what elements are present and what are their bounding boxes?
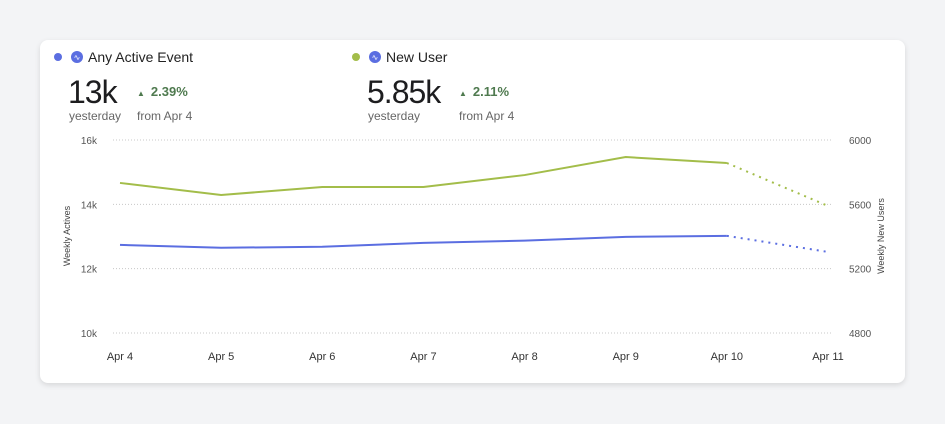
metric-change-from: from Apr 4 (137, 109, 193, 123)
y-tick-label: 12k (81, 265, 98, 276)
x-tick-label: Apr 4 (107, 351, 133, 363)
legend-label: New User (386, 49, 448, 65)
x-tick-label: Apr 8 (511, 351, 537, 363)
series-incomplete-segment (726, 162, 829, 207)
series-line-new-user (119, 156, 727, 197)
metric-change: ▲ 2.39% (137, 84, 188, 99)
y-right-tick-label: 4800 (849, 329, 872, 340)
y-tick-label: 16k (81, 136, 98, 147)
y-tick-label: 10k (81, 329, 98, 340)
metric-change-from: from Apr 4 (459, 109, 515, 123)
y-axis-label: Weekly Actives (62, 205, 72, 266)
amplitude-icon: ∿ (71, 51, 83, 63)
series-color-dot (54, 53, 62, 61)
x-tick-label: Apr 6 (309, 351, 335, 363)
series-color-dot (352, 53, 360, 61)
metric-change: ▲ 2.11% (459, 84, 510, 99)
series-incomplete-segment (726, 234, 829, 253)
y-right-tick-label: 5600 (849, 200, 872, 211)
metric-value: 13k (68, 74, 118, 110)
amplitude-icon: ∿ (369, 51, 381, 63)
chart-card: ∿ Any Active Event ∿ New User 13k yester… (40, 40, 905, 383)
up-arrow-icon: ▲ (459, 89, 467, 98)
metric-value: 5.85k (367, 74, 441, 110)
y-right-axis-label: Weekly New Users (876, 198, 886, 274)
series-line-any-active-event (119, 234, 727, 249)
up-arrow-icon: ▲ (137, 89, 145, 98)
x-tick-label: Apr 10 (711, 351, 743, 363)
y-tick-label: 14k (81, 200, 98, 211)
y-right-tick-label: 6000 (849, 136, 872, 147)
metric-period: yesterday (368, 109, 421, 123)
legend-label: Any Active Event (88, 49, 194, 65)
y-right-tick-label: 5200 (849, 265, 872, 276)
legend-any-active-event[interactable]: ∿ Any Active Event (54, 49, 193, 65)
x-tick-label: Apr 7 (410, 351, 436, 363)
x-tick-label: Apr 5 (208, 351, 234, 363)
x-tick-label: Apr 11 (812, 351, 844, 363)
legend-new-user[interactable]: ∿ New User (352, 49, 447, 65)
x-tick-label: Apr 9 (613, 351, 639, 363)
metric-period: yesterday (69, 109, 122, 123)
